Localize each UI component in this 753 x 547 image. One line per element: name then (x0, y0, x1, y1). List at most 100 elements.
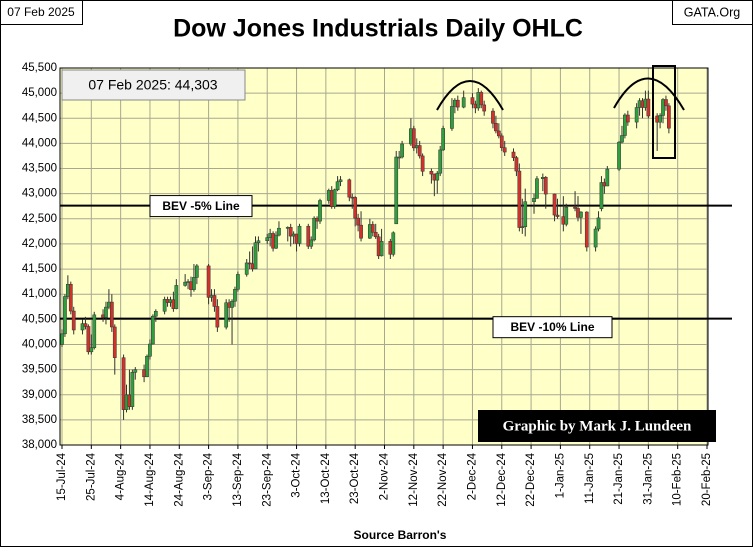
candle-body (162, 299, 167, 312)
candle-body (353, 197, 358, 219)
candle-body (145, 355, 149, 378)
candle-body (335, 181, 340, 191)
candle-body (623, 114, 627, 136)
x-tick-label: 3-Sep-24 (203, 452, 215, 500)
candle-body (112, 326, 117, 358)
candle-body (86, 326, 91, 353)
candle-body (224, 302, 229, 328)
x-tick-label: 23-Sep-24 (261, 452, 273, 506)
candle-body (80, 323, 85, 331)
candle-body (318, 200, 322, 222)
candle-body (535, 178, 539, 199)
candle-body (661, 99, 665, 116)
candle-body (564, 206, 569, 225)
candle-body (438, 149, 443, 174)
candle-body (511, 151, 516, 158)
y-tick-label: 45,000 (22, 87, 57, 99)
candle-body (247, 262, 252, 265)
candle-body (253, 242, 258, 270)
candle-body (514, 157, 519, 172)
candle-body (306, 225, 311, 247)
candle-body (174, 285, 179, 309)
candle-body (68, 283, 73, 312)
candle-body (370, 224, 375, 233)
x-tick-label: 3-Oct-24 (291, 452, 303, 497)
candle-body (297, 225, 302, 244)
candle-body (646, 98, 651, 117)
candle-body (338, 179, 343, 182)
y-tick-label: 41,500 (22, 263, 57, 275)
x-tick-label: 14-Aug-24 (144, 452, 156, 506)
candle-body (479, 92, 484, 106)
candle-body (195, 265, 199, 278)
candle-body (482, 104, 487, 112)
candle-body (420, 155, 425, 172)
x-tick-label: 12-Nov-24 (408, 452, 420, 506)
candle-body (520, 226, 525, 228)
candle-body (206, 265, 211, 298)
candle-body (658, 115, 662, 123)
candle-body (148, 343, 152, 357)
candle-body (555, 214, 560, 217)
y-tick-label: 38,500 (22, 414, 57, 426)
candle-body (347, 179, 352, 198)
candle-body (244, 262, 249, 275)
candle-body (92, 314, 97, 348)
candle-body (461, 97, 466, 108)
candle-body (523, 201, 528, 227)
candle-body (183, 281, 187, 286)
candle-body (332, 189, 337, 207)
x-tick-label: 25-Jul-24 (85, 452, 97, 501)
annotation: 07 Feb 2025: 44,303 (88, 77, 217, 93)
y-tick-label: 41,000 (22, 288, 57, 300)
candle-body (579, 211, 583, 218)
candle-body (617, 141, 621, 170)
candle-body (192, 277, 196, 290)
y-tick-label: 39,000 (22, 389, 57, 401)
x-tick-label: 21-Jan-25 (613, 453, 625, 505)
candle-body (397, 156, 402, 159)
candle-body (215, 306, 220, 328)
x-tick-label: 20-Feb-25 (701, 453, 713, 506)
y-tick-label: 43,500 (22, 163, 57, 175)
candle-body (502, 147, 507, 153)
x-tick-label: 22-Nov-24 (437, 452, 449, 506)
candle-body (552, 193, 557, 216)
candle-body (599, 182, 604, 209)
candle-body (664, 99, 668, 107)
candle-body (584, 211, 589, 248)
x-tick-label: 13-Oct-24 (320, 452, 332, 504)
candle-body (83, 323, 88, 327)
header-box (0, 0, 83, 25)
candle-body (309, 239, 314, 247)
plot-layer: BEV -5% Line BEV -10% Line (60, 67, 732, 446)
candle-body (151, 315, 155, 345)
candle-body (429, 171, 434, 175)
candle-body (359, 224, 363, 239)
y-tick-label: 40,500 (22, 313, 57, 325)
candle-body (312, 217, 316, 241)
candle-body (133, 369, 138, 373)
top-arc (613, 77, 685, 111)
x-tick-label: 1-Jan-25 (554, 453, 566, 498)
candle-body (605, 168, 610, 187)
candle-body (130, 372, 135, 407)
y-tick-label: 42,000 (22, 238, 57, 250)
candle-body (236, 274, 240, 290)
candle-body (543, 177, 548, 195)
candle-body (532, 198, 536, 202)
y-tick-label: 40,000 (22, 338, 57, 350)
candle-body (63, 296, 67, 335)
candle-body (593, 228, 598, 248)
candle-body (450, 106, 454, 129)
y-tick-label: 43,000 (22, 188, 57, 200)
candle-body (212, 295, 217, 307)
candle-body (496, 130, 501, 137)
candle-body (517, 170, 522, 228)
candle-body (491, 110, 495, 124)
x-tick-label: 31-Jan-25 (642, 453, 654, 505)
reference-label-box (149, 195, 253, 218)
credit: Graphic by Mark J. Lundeen (503, 418, 692, 434)
candle-body (71, 310, 76, 331)
